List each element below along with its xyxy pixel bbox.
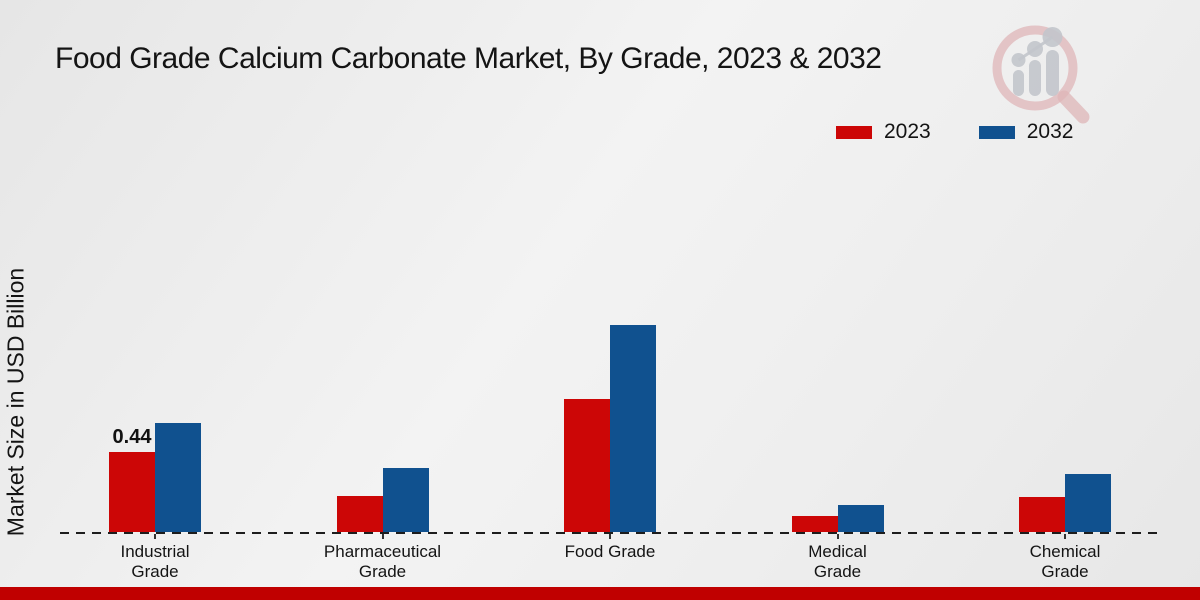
x-axis-tick bbox=[609, 534, 611, 539]
category-label-medical-grade: Medical Grade bbox=[808, 542, 867, 581]
brand-logo-icon bbox=[980, 18, 1095, 128]
bar-2032-medical-grade bbox=[837, 505, 884, 532]
x-axis-tick bbox=[836, 534, 839, 539]
bar-2032-industrial-grade bbox=[155, 423, 201, 532]
category-label-industrial-grade: Industrial Grade bbox=[120, 542, 190, 581]
bar-2032-food-grade bbox=[610, 325, 656, 532]
bar-2023-food-grade bbox=[564, 399, 610, 532]
bar-2023-medical-grade bbox=[791, 516, 838, 532]
bar-2023-chemical-grade bbox=[1019, 497, 1065, 532]
x-axis-baseline bbox=[60, 532, 1160, 534]
legend-label-2032: 2032 bbox=[1026, 120, 1074, 143]
x-axis-tick bbox=[154, 534, 156, 539]
x-axis-tick bbox=[1064, 534, 1066, 539]
legend-swatch-2032 bbox=[978, 125, 1015, 139]
bar-2032-chemical-grade bbox=[1065, 474, 1111, 532]
legend-swatch-2023 bbox=[836, 125, 872, 139]
legend-item-2032: 2032 bbox=[978, 120, 1074, 144]
bar-value-label-2023-industrial-grade: 0.44 bbox=[112, 426, 152, 448]
category-label-chemical-grade: Chemical Grade bbox=[1029, 542, 1101, 581]
category-label-food-grade: Food Grade bbox=[564, 542, 656, 561]
legend-label-2023: 2023 bbox=[884, 120, 931, 143]
x-axis-tick bbox=[381, 534, 384, 539]
bar-2032-pharmaceutical-grade bbox=[382, 468, 429, 532]
legend: 2023 2032 bbox=[836, 120, 1073, 144]
category-label-pharmaceutical-grade: Pharmaceutical Grade bbox=[323, 542, 442, 581]
chart-title: Food Grade Calcium Carbonate Market, By … bbox=[55, 42, 882, 75]
bar-2023-pharmaceutical-grade bbox=[336, 496, 383, 532]
bar-2023-industrial-grade bbox=[109, 452, 155, 532]
legend-item-2023: 2023 bbox=[836, 120, 931, 144]
footer-accent-bar bbox=[0, 587, 1200, 600]
